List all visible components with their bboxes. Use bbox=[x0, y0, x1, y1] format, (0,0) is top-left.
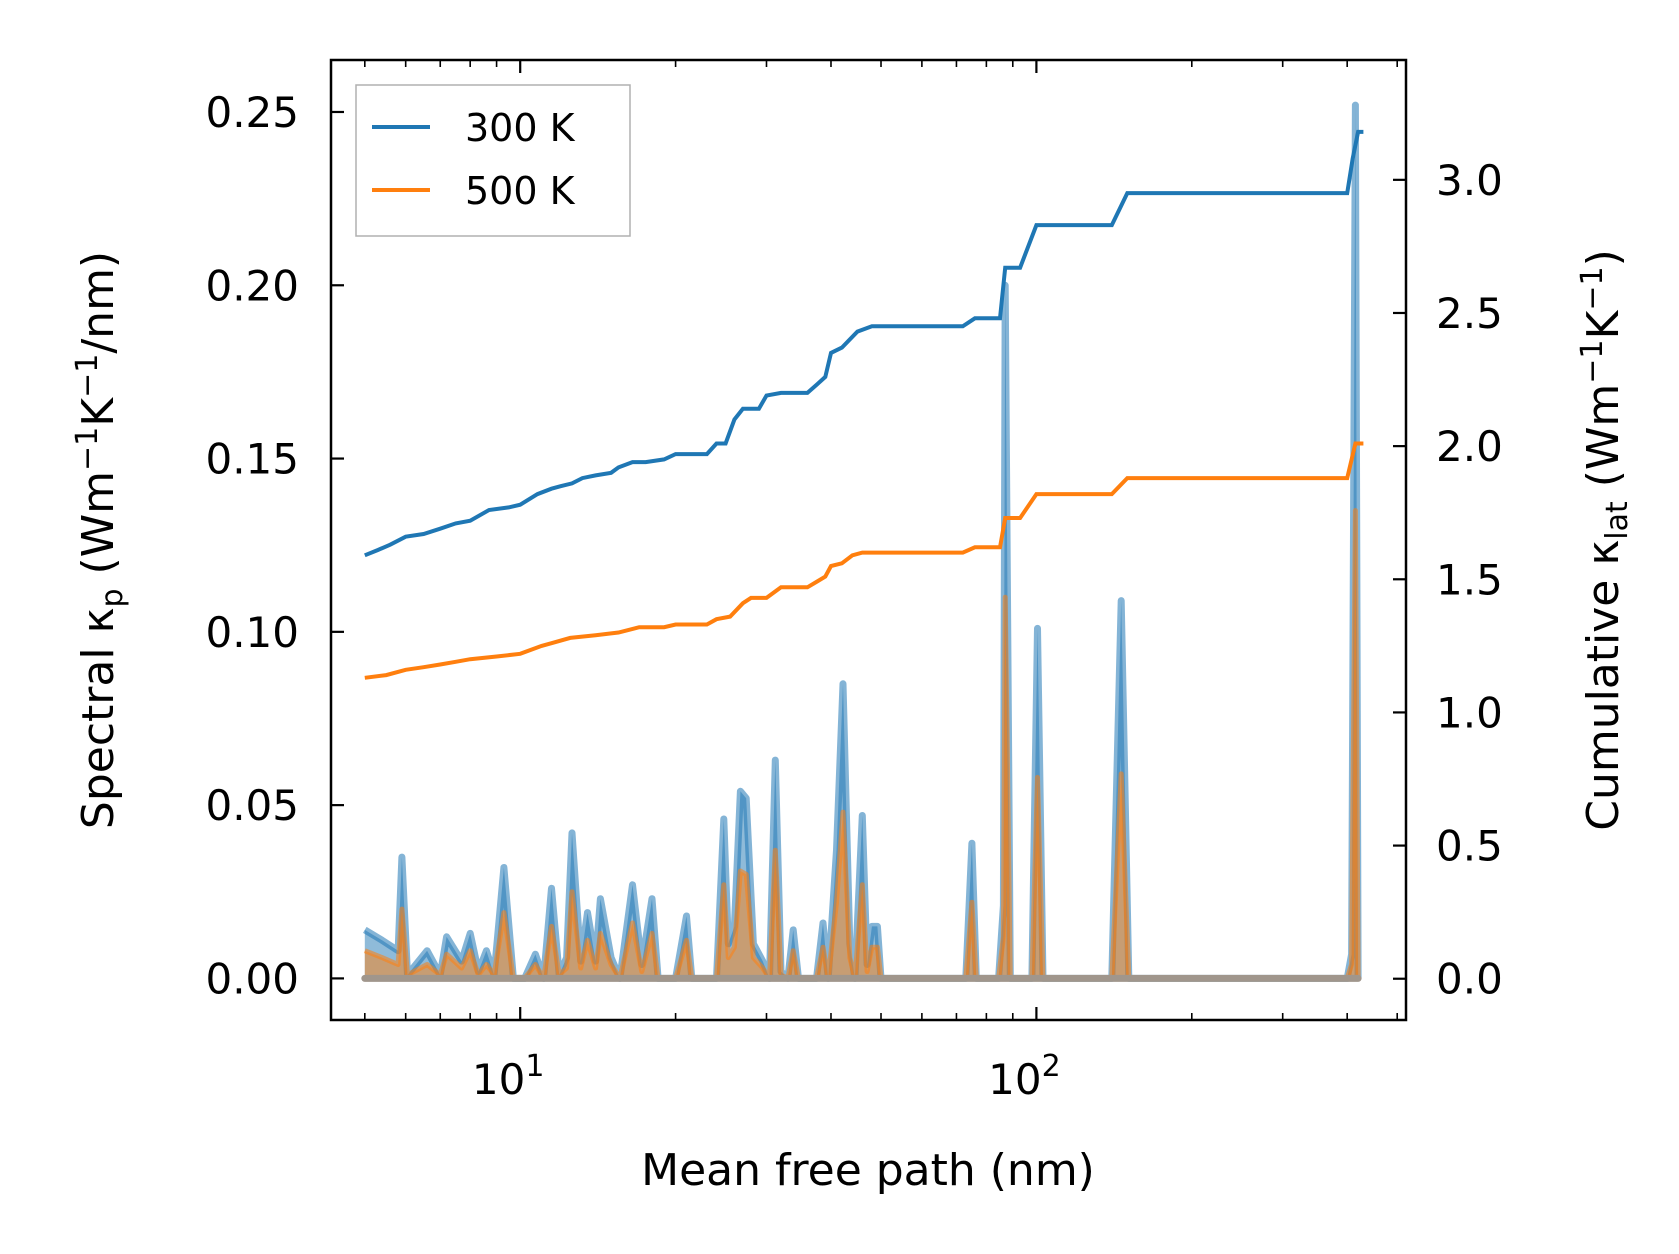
legend: 300 K 500 K bbox=[355, 84, 631, 237]
legend-label-500k: 500 K bbox=[465, 169, 576, 213]
legend-label-300k: 300 K bbox=[465, 106, 576, 150]
y-right-tick-label: 2.5 bbox=[1436, 289, 1503, 338]
y-right-tick-label: 0.5 bbox=[1436, 822, 1503, 871]
axis-ticks: 0.00 0.05 0.10 0.15 0.20 0.25 0.0 0.5 1.0 1.5 2.0 2… bbox=[205, 60, 1503, 1104]
y-left-tick-label: 0.10 bbox=[205, 608, 299, 657]
legend-box bbox=[355, 84, 631, 237]
y-right-tick-label: 1.5 bbox=[1436, 555, 1503, 604]
y-axis-label-left: Spectral κp (Wm−1K−1/nm) bbox=[70, 251, 130, 829]
spectral-layer bbox=[361, 101, 1362, 982]
x-tick-label: 101 bbox=[472, 1049, 545, 1104]
plot-frame bbox=[329, 58, 1408, 1022]
y-left-tick-label: 0.25 bbox=[205, 88, 299, 137]
cumulative-line-300k bbox=[364, 129, 1364, 558]
y-left-tick-label: 0.15 bbox=[205, 435, 299, 484]
cumulative-line-500k bbox=[364, 441, 1364, 680]
y-left-tick-label: 0.00 bbox=[205, 954, 299, 1003]
spectral-line-500k bbox=[363, 508, 1361, 981]
x-tick-label: 102 bbox=[988, 1049, 1061, 1104]
y-right-tick-label: 0.0 bbox=[1436, 955, 1503, 1004]
cumulative-layer bbox=[364, 129, 1364, 680]
y-left-tick-label: 0.20 bbox=[205, 261, 299, 310]
y-axis-label-right: Cumulative κlat (Wm−1K−1) bbox=[1575, 249, 1635, 831]
y-right-tick-label: 3.0 bbox=[1436, 156, 1503, 205]
y-right-tick-label: 2.0 bbox=[1436, 422, 1503, 471]
y-left-tick-label: 0.05 bbox=[205, 781, 299, 830]
x-axis-label: Mean free path (nm) bbox=[641, 1145, 1095, 1196]
y-right-tick-label: 1.0 bbox=[1436, 688, 1503, 737]
